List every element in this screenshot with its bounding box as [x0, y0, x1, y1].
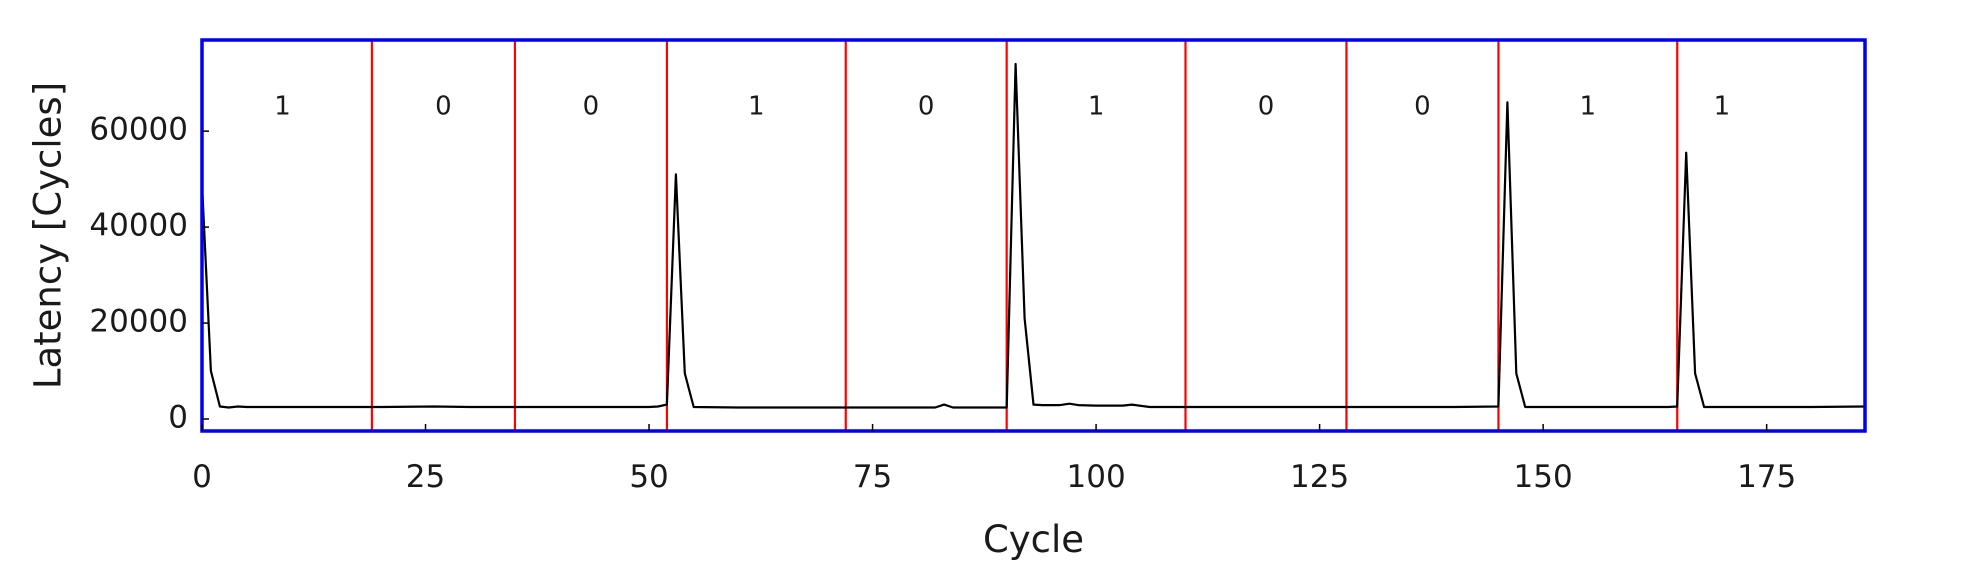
- bit-label: 0: [1258, 92, 1275, 122]
- plot-frame: [200, 38, 1867, 433]
- x-tick-label: 75: [853, 459, 892, 495]
- plot-area: 1 0 0 1 0 1 0 0 1 1: [200, 40, 1866, 431]
- bit-label: 0: [918, 92, 935, 122]
- latency-series-line: [200, 62, 1866, 409]
- bit-label: 1: [748, 92, 765, 122]
- bit-label: 0: [435, 92, 452, 122]
- bit-label: 0: [583, 92, 600, 122]
- y-tick-label: 0: [168, 400, 188, 436]
- y-axis-title: Latency [Cycles]: [27, 82, 70, 389]
- bit-label: 1: [1088, 92, 1105, 122]
- x-tick-label: 125: [1290, 459, 1349, 495]
- x-tick-label: 175: [1737, 459, 1796, 495]
- y-tick-label: 60000: [89, 112, 188, 148]
- bit-label: 1: [274, 92, 291, 122]
- x-axis-title: Cycle: [983, 518, 1084, 561]
- bit-label: 1: [1580, 92, 1597, 122]
- x-tick-label: 100: [1067, 459, 1126, 495]
- bit-label: 1: [1714, 92, 1731, 122]
- y-tick-label: 40000: [89, 208, 188, 244]
- x-tick-label: 0: [192, 459, 212, 495]
- bit-label: 0: [1414, 92, 1431, 122]
- x-tick-label: 150: [1514, 459, 1573, 495]
- y-tick-label: 20000: [89, 304, 188, 340]
- x-tick-label: 50: [629, 459, 668, 495]
- x-tick-label: 25: [406, 459, 445, 495]
